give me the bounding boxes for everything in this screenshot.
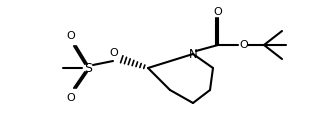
Text: O: O	[240, 40, 249, 50]
Text: O: O	[214, 7, 222, 17]
Text: O: O	[67, 31, 75, 41]
Text: O: O	[110, 48, 118, 58]
Text: S: S	[84, 61, 92, 74]
Text: N: N	[189, 47, 197, 61]
Text: O: O	[67, 93, 75, 103]
